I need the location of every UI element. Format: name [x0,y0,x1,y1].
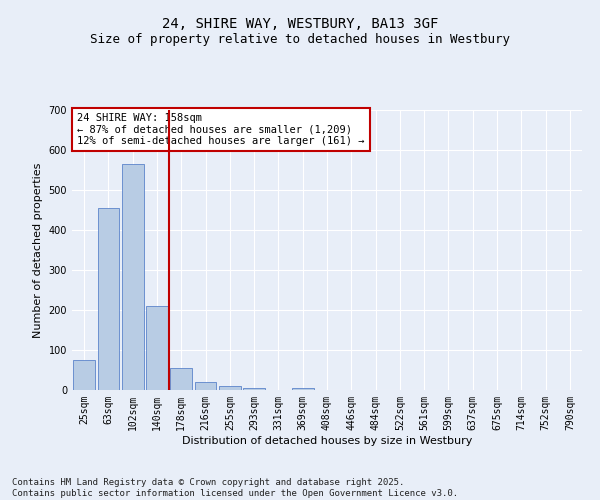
Text: Size of property relative to detached houses in Westbury: Size of property relative to detached ho… [90,32,510,46]
Bar [122,164,143,390]
Text: 24 SHIRE WAY: 158sqm
← 87% of detached houses are smaller (1,209)
12% of semi-de: 24 SHIRE WAY: 158sqm ← 87% of detached h… [77,113,365,146]
Bar [73,360,95,390]
Bar [243,388,265,390]
Bar [146,306,168,390]
Bar [97,208,119,390]
Bar [194,382,217,390]
Text: 24, SHIRE WAY, WESTBURY, BA13 3GF: 24, SHIRE WAY, WESTBURY, BA13 3GF [162,18,438,32]
Y-axis label: Number of detached properties: Number of detached properties [33,162,43,338]
X-axis label: Distribution of detached houses by size in Westbury: Distribution of detached houses by size … [182,436,472,446]
Text: Contains HM Land Registry data © Crown copyright and database right 2025.
Contai: Contains HM Land Registry data © Crown c… [12,478,458,498]
Bar [219,386,241,390]
Bar [292,388,314,390]
Bar [170,368,192,390]
